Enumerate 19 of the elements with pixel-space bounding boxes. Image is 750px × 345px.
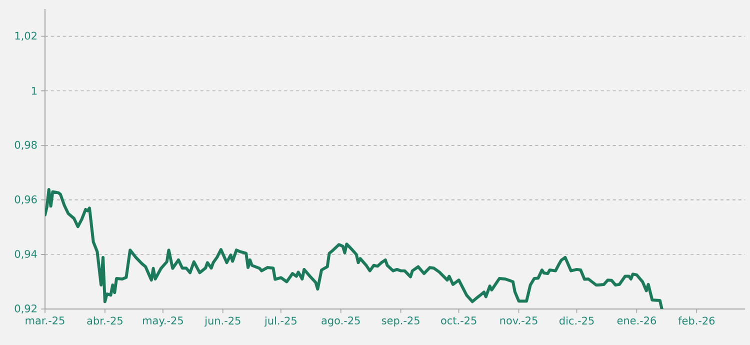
x-tick-label: oct.-25	[441, 316, 476, 324]
y-tick-label: 1,02	[15, 32, 36, 41]
y-tick-label: 0,94	[14, 250, 37, 259]
x-tick-label: jul.-25	[264, 316, 296, 327]
line-series	[45, 188, 664, 309]
x-tick-label: sep.-25	[382, 316, 420, 326]
y-tick-label: 0,98	[14, 140, 37, 150]
x-tick-label: ene.-26	[617, 316, 656, 324]
x-tick-label: feb.-26	[678, 316, 715, 325]
x-tick-label: ago.-25	[322, 316, 360, 326]
y-tick-label: 0,96	[14, 195, 37, 204]
x-tick-label: dic.-25	[560, 316, 594, 325]
x-tick-label: mar.-25	[26, 316, 64, 324]
x-tick-label: abr.-25	[87, 316, 122, 325]
x-tick-label: jun.-25	[204, 316, 240, 327]
y-tick-label: 0,92	[14, 304, 36, 314]
x-tick-label: may.-25	[143, 316, 183, 326]
y-tick-label: 1	[32, 87, 37, 95]
x-tick-label: nov.-25	[500, 316, 538, 324]
